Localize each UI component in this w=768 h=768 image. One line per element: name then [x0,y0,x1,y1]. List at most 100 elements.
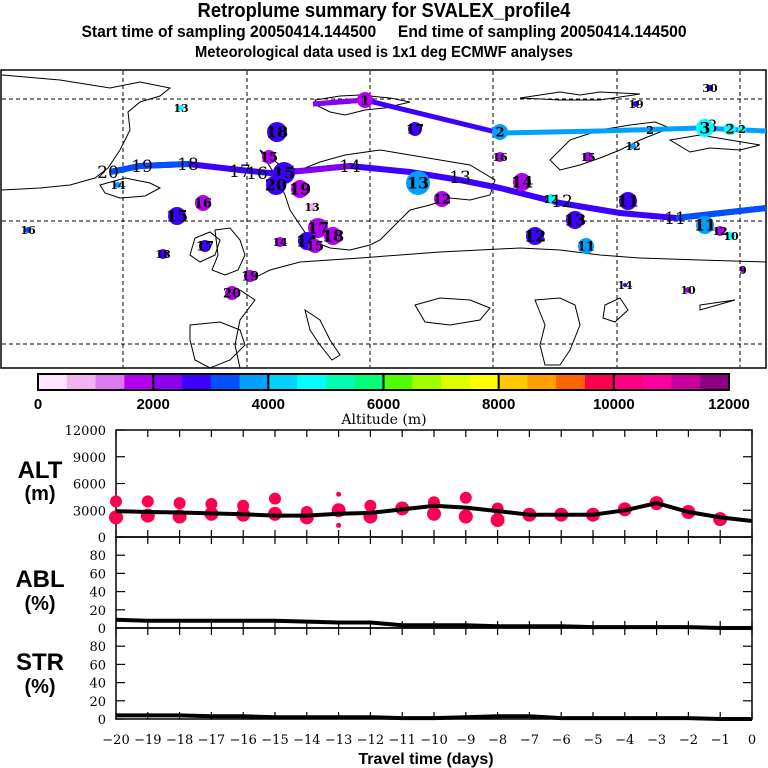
cluster-day-label: 2 [725,123,734,138]
cluster-day-label: 30 [702,82,718,95]
cluster-marker [267,122,287,142]
x-tick-label: −20 [102,733,129,748]
x-tick-label: −10 [420,733,447,748]
x-tick-label: −17 [198,733,225,748]
coastline-black-sea [414,297,491,326]
colorbar-tick-label: 4000 [252,396,285,413]
cluster-day-label: 14 [272,236,288,249]
cluster-day-label: 16 [492,151,508,164]
cluster-day-label: 18 [322,227,344,246]
x-tick-label: −5 [583,733,602,748]
alt-panel: 0 3000 6000 9000 12000 [65,424,753,546]
colorbar-swatch [527,374,557,390]
cluster-marker [724,123,736,135]
coastline-ireland [189,231,221,263]
main-track-line [109,161,767,221]
alt-cluster-point [269,492,281,505]
cluster-day-label: 11 [694,216,716,235]
cluster-day-label: 12 [625,140,640,153]
x-tick-label: −16 [229,733,256,748]
alt-series-line [115,501,753,523]
cluster-marker [357,92,373,108]
cluster-marker [495,152,505,162]
cluster-marker [566,211,584,229]
x-tick-label: −19 [134,733,161,748]
y-tick-label: 60 [89,658,106,673]
alt-cluster-point [458,509,473,524]
arctic-track-start [312,97,366,107]
cluster-marker [696,216,714,234]
cluster-marker [308,239,322,253]
cluster-day-label: 12 [543,193,558,206]
cluster-day-label: 17 [196,240,214,255]
alt-cluster-point [364,499,377,512]
cluster-day-label: 16 [194,197,212,212]
colorbar-swatch [700,374,730,390]
x-tick-label: −13 [325,733,352,748]
cluster-marker [546,194,556,204]
colorbar-swatch [95,374,125,390]
cluster-marker [619,192,637,210]
y-tick-label: 60 [89,567,106,582]
cluster-marker [168,207,186,225]
cluster-marker [738,125,746,133]
y-tick-label: 12000 [65,424,106,439]
cluster-marker [266,175,286,195]
y-tick-label: 80 [89,549,106,564]
cluster-marker [740,267,746,273]
coastline-franz-josef [519,91,641,101]
coastline-svalbard [314,94,411,116]
x-tick-label: −6 [552,733,571,748]
cluster-marker [275,237,285,247]
cluster-day-label: 11 [617,192,639,211]
x-tick-label: −18 [166,733,193,748]
cluster-marker [492,124,508,140]
track-day-label: 17 [229,162,251,182]
y-tick-label: 0 [98,622,106,637]
colorbar-swatch [153,374,183,390]
abl-panel-label: ABL [15,566,64,593]
cluster-day-label: 20 [223,287,241,302]
alt-panel-unit: (m) [24,483,55,505]
colorbar-tick-label: 12000 [708,396,750,413]
colorbar-swatch [181,374,212,390]
y-tick-label: 6000 [73,478,106,493]
colorbar-swatch [354,374,384,390]
cluster-day-label: 15 [260,151,278,166]
colorbar-swatch [66,374,97,390]
colorbar-tick-label: 6000 [367,396,400,413]
colorbar-swatch [297,374,327,390]
track-day-label: 16 [246,164,268,184]
coastline-caspian [534,297,581,366]
cluster-marker [25,227,31,233]
y-tick-label: 9000 [73,451,106,466]
abl-panel-unit: (%) [24,593,55,615]
x-tick-label: −11 [388,733,415,748]
cluster-marker [623,283,627,287]
colorbar-tick-label: 0 [34,396,42,413]
cluster-marker [633,101,639,107]
colorbar-swatch [38,374,68,390]
track-day-label: 14 [339,157,361,177]
y-tick-label: 40 [89,586,106,601]
cluster-day-label: 19 [628,98,643,111]
colorbar-swatch [268,374,298,390]
cluster-day-label: 13 [304,201,319,214]
cluster-marker [526,227,544,245]
alt-panel-frame [115,429,753,538]
coastline-italy [304,308,341,361]
cluster-marker [707,85,713,91]
colorbar-swatch [469,374,500,390]
y-tick-label: 80 [89,640,106,655]
colorbar-swatch [585,374,615,390]
cluster-marker [244,270,256,282]
colorbar-swatch [556,374,586,390]
coastline-iceland [99,177,162,199]
cluster-markers: 2019181716151413121112313161418151615152… [20,82,746,302]
coastline-great-britain [211,227,246,276]
x-tick-label: −7 [520,733,539,748]
track-day-label: 11 [664,209,686,229]
coastline-aral [602,297,629,323]
alt-panel-label: ALT [18,457,63,484]
colorbar-swatch [124,374,154,390]
